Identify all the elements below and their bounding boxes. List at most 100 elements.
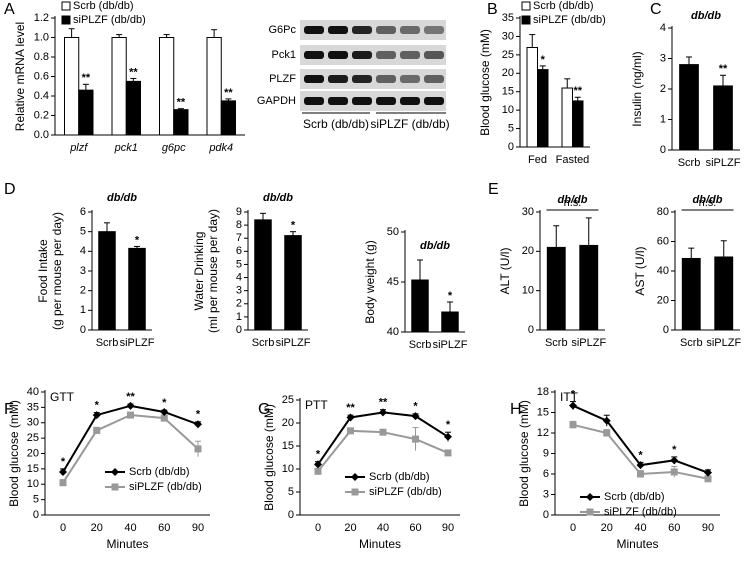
blot-row-label: PLZF <box>269 73 296 85</box>
y-tick-label: 15 <box>502 86 514 98</box>
y-tick-label: 9 <box>543 447 549 459</box>
y-tick-label: 0.8 <box>34 51 49 63</box>
y-tick-label: 3 <box>660 52 666 64</box>
x-tick-label: Scrb <box>678 157 701 169</box>
y-tick-label: 3 <box>543 488 549 500</box>
legend-label: Scrb (db/db) <box>129 466 190 478</box>
y-tick-label: 0 <box>236 324 242 336</box>
blot-band <box>376 97 396 105</box>
bar <box>579 244 599 331</box>
legend-label: Scrb (db/db) <box>73 0 134 12</box>
blot-lane-label: siPLZF (db/db) <box>370 117 449 131</box>
chart-title: GTT <box>50 390 75 404</box>
chart-title: db/db <box>107 192 137 204</box>
x-tick-label: 40 <box>634 522 646 534</box>
y-tick-label: 30 <box>522 206 534 218</box>
point <box>160 414 168 422</box>
x-tick-label: siPLZF <box>571 337 606 349</box>
x-tick-label: Scrb <box>545 337 568 349</box>
blot-band <box>400 26 420 34</box>
bar <box>526 46 538 148</box>
blot-strip <box>300 69 446 89</box>
point <box>444 449 452 457</box>
significance: ** <box>177 97 186 109</box>
x-axis-label: Minutes <box>359 537 401 551</box>
y-tick-label: 15 <box>537 406 549 418</box>
y-tick-label: 3 <box>80 265 86 277</box>
blot-band <box>304 51 324 59</box>
blot-strip <box>300 91 446 111</box>
y-tick-label: 10 <box>27 478 39 490</box>
x-tick-label: 90 <box>192 522 204 534</box>
x-tick-label: Scrb <box>680 337 703 349</box>
y-tick-label: 35 <box>502 12 514 24</box>
y-axis-label: Relative mRNA level <box>13 22 27 131</box>
legend-marker <box>586 508 594 516</box>
bar <box>111 37 127 136</box>
y-tick-label: 15 <box>27 463 39 475</box>
significance: * <box>162 397 167 409</box>
significance: * <box>541 54 546 66</box>
chart-title: PTT <box>305 398 328 412</box>
significance: ** <box>129 66 138 78</box>
y-tick-label: 0.2 <box>34 109 49 121</box>
y-tick-label: 0 <box>80 324 86 336</box>
point <box>346 413 355 422</box>
y-tick-label: 35 <box>27 401 39 413</box>
line <box>317 411 449 465</box>
point <box>444 432 452 441</box>
y-tick-label: 9 <box>236 206 242 218</box>
legend-label: siPLZF (db/db) <box>73 14 146 26</box>
y-axis-label: Blood glucose (mM) <box>262 404 276 511</box>
y-tick-label: 40 <box>387 326 399 338</box>
point <box>569 421 577 429</box>
significance: * <box>448 290 453 302</box>
y-tick-label: 1.2 <box>34 12 49 24</box>
x-tick-label: 60 <box>409 522 421 534</box>
point <box>411 412 420 421</box>
point <box>379 408 387 417</box>
chart-title: db/db <box>693 194 723 206</box>
y-tick-label: 0.6 <box>34 70 49 82</box>
legend-marker <box>351 473 359 481</box>
point <box>670 456 679 465</box>
y-tick-label: 0 <box>508 141 514 153</box>
point <box>347 427 354 435</box>
y-tick-label: 1 <box>660 113 666 125</box>
legend-swatch <box>521 15 531 25</box>
x-tick-label: Scrb <box>252 337 275 349</box>
y-tick-label: 4 <box>80 245 86 257</box>
bar <box>98 231 116 331</box>
x-tick-label: siPLZF <box>120 337 155 349</box>
y-axis-label: (g per mouse per day) <box>50 212 64 330</box>
point <box>412 435 419 443</box>
significance: * <box>316 449 321 461</box>
legend-marker <box>351 488 359 496</box>
bar <box>78 89 94 136</box>
x-tick-label: siPLZF <box>706 157 741 169</box>
y-tick-label: 5 <box>288 486 294 498</box>
blot-band <box>304 26 324 34</box>
y-tick-label: 6 <box>80 206 86 218</box>
blot-row-label: GAPDH <box>257 95 296 107</box>
y-tick-label: 20 <box>282 417 294 429</box>
significance: * <box>95 400 100 412</box>
y-tick-label: 0 <box>528 324 534 336</box>
significance: * <box>446 419 451 431</box>
y-tick-label: 8 <box>236 219 242 231</box>
y-tick-label: 5 <box>508 122 514 134</box>
bar <box>220 100 236 136</box>
y-tick-label: 1 <box>236 311 242 323</box>
y-axis-label: Blood glucose (mM) <box>7 400 21 507</box>
point <box>194 420 202 429</box>
x-tick-label: 90 <box>442 522 454 534</box>
legend-swatch <box>61 1 71 11</box>
bar <box>441 311 459 333</box>
y-axis-label: Food Intake <box>36 239 50 303</box>
y-axis-label: ALT (U/l) <box>498 248 512 295</box>
x-axis-label: Minutes <box>616 537 658 551</box>
point <box>93 426 101 434</box>
blot-band <box>400 75 420 83</box>
blot-band <box>352 97 372 105</box>
